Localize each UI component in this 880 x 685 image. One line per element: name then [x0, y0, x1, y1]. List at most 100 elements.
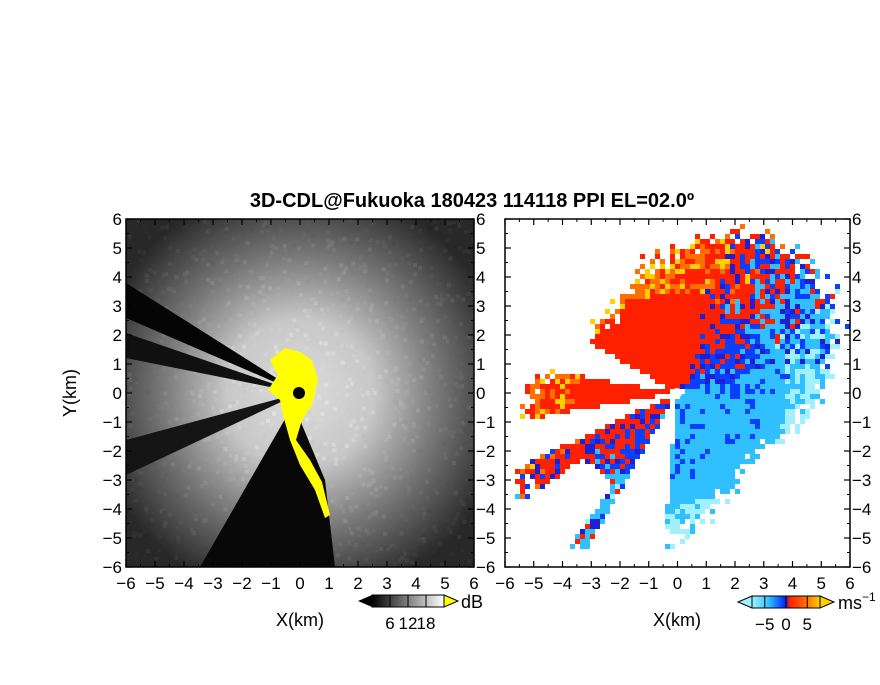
velocity-cell — [575, 449, 580, 454]
velocity-cell — [720, 474, 725, 479]
velocity-cell — [600, 389, 605, 394]
velocity-cell — [785, 289, 790, 294]
velocity-cell — [760, 324, 765, 329]
velocity-cell — [655, 349, 660, 354]
velocity-cell — [795, 339, 800, 344]
velocity-cell — [670, 349, 675, 354]
velocity-cell — [715, 304, 720, 309]
velocity-cell — [600, 454, 605, 459]
velocity-cell — [765, 259, 770, 264]
velocity-cell — [800, 394, 805, 399]
velocity-cell — [765, 244, 770, 249]
velocity-cell — [555, 399, 560, 404]
velocity-cell — [615, 474, 620, 479]
velocity-cell — [675, 314, 680, 319]
velocity-cell — [715, 459, 720, 464]
velocity-cell — [695, 324, 700, 329]
velocity-cell — [740, 259, 745, 264]
velocity-cell — [655, 329, 660, 334]
velocity-cell — [705, 399, 710, 404]
velocity-cell — [555, 409, 560, 414]
velocity-cell — [550, 464, 555, 469]
velocity-cell — [705, 344, 710, 349]
velocity-cell — [625, 314, 630, 319]
velocity-cell — [670, 264, 675, 269]
velocity-cell — [670, 459, 675, 464]
velocity-cell — [710, 329, 715, 334]
velocity-cell — [725, 249, 730, 254]
velocity-cell — [760, 264, 765, 269]
velocity-cell — [690, 374, 695, 379]
velocity-cell — [690, 364, 695, 369]
y-tick-label-right: 4 — [852, 268, 861, 287]
velocity-cell — [585, 529, 590, 534]
velocity-cell — [670, 489, 675, 494]
y-tick-label: −4 — [103, 500, 122, 519]
velocity-cell — [700, 354, 705, 359]
velocity-cell — [730, 439, 735, 444]
velocity-cell — [715, 294, 720, 299]
velocity-cell — [590, 379, 595, 384]
velocity-cell — [770, 239, 775, 244]
velocity-cell — [760, 359, 765, 364]
velocity-cell — [665, 344, 670, 349]
velocity-cell — [730, 444, 735, 449]
velocity-cell — [815, 329, 820, 334]
velocity-cell — [770, 399, 775, 404]
velocity-cell — [665, 299, 670, 304]
velocity-cell — [600, 399, 605, 404]
velocity-cell — [645, 389, 650, 394]
velocity-cell — [735, 384, 740, 389]
velocity-cell — [525, 494, 530, 499]
y-tick-label: −2 — [103, 442, 122, 461]
velocity-cell — [670, 319, 675, 324]
velocity-cell — [820, 354, 825, 359]
velocity-cell — [740, 309, 745, 314]
velocity-cell — [685, 349, 690, 354]
velocity-cell — [715, 374, 720, 379]
velocity-cell — [755, 274, 760, 279]
velocity-colorbar: −5 0 5 ms−1 — [736, 590, 876, 634]
velocity-cell — [680, 404, 685, 409]
velocity-cell — [640, 339, 645, 344]
velocity-cell — [725, 314, 730, 319]
velocity-cell — [575, 384, 580, 389]
velocity-cell — [765, 364, 770, 369]
velocity-cell — [780, 304, 785, 309]
velocity-cell — [765, 414, 770, 419]
velocity-cell — [640, 319, 645, 324]
velocity-cell — [710, 369, 715, 374]
velocity-cell — [720, 404, 725, 409]
velocity-cell — [815, 369, 820, 374]
velocity-cell — [595, 394, 600, 399]
velocity-cell — [700, 449, 705, 454]
velocity-cell — [690, 444, 695, 449]
velocity-cell — [750, 399, 755, 404]
velocity-cell — [720, 294, 725, 299]
velocity-cell — [695, 359, 700, 364]
velocity-cell — [700, 439, 705, 444]
velocity-cell — [670, 344, 675, 349]
velocity-cell — [760, 354, 765, 359]
velocity-cell — [705, 374, 710, 379]
velocity-cell — [590, 529, 595, 534]
velocity-cell — [770, 294, 775, 299]
velocity-cell — [765, 354, 770, 359]
velocity-cell — [745, 414, 750, 419]
velocity-cell — [740, 299, 745, 304]
velocity-cell — [775, 329, 780, 334]
velocity-cell — [685, 364, 690, 369]
velocity-cell — [790, 344, 795, 349]
velocity-cell — [735, 409, 740, 414]
velocity-cell — [760, 259, 765, 264]
velocity-cell — [535, 459, 540, 464]
velocity-cell — [820, 339, 825, 344]
velocity-cell — [800, 419, 805, 424]
velocity-cell — [715, 259, 720, 264]
velocity-cell — [685, 389, 690, 394]
velocity-cell — [725, 324, 730, 329]
velocity-cell — [660, 344, 665, 349]
velocity-cell — [710, 459, 715, 464]
velocity-cell — [730, 299, 735, 304]
velocity-cell — [565, 399, 570, 404]
